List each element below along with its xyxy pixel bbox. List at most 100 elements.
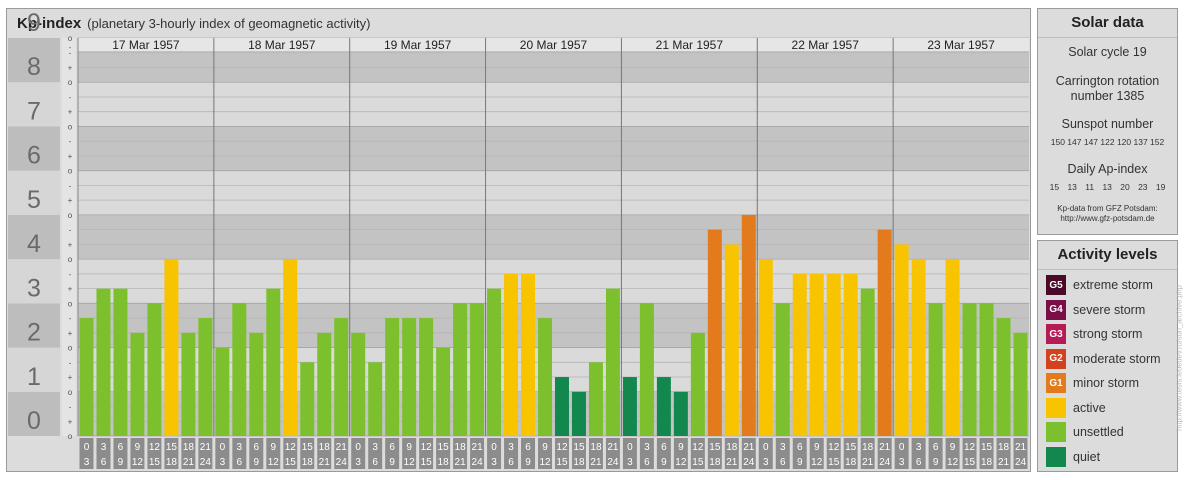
hour-label-end: 3 (220, 457, 226, 468)
level-swatch: G2 (1046, 348, 1066, 369)
kp-bar (249, 332, 264, 436)
hour-label-end: 24 (200, 457, 212, 468)
hour-cell (860, 438, 875, 469)
hour-label-end: 21 (319, 457, 331, 468)
kp-bar (436, 347, 451, 436)
day-label: 22 Mar 1957 (792, 38, 860, 52)
hour-label-start: 0 (220, 442, 226, 453)
hour-label-start: 21 (1015, 442, 1027, 453)
y-axis-band (8, 303, 60, 348)
solar-data-title: Solar data (1038, 9, 1177, 38)
day-label: 17 Mar 1957 (112, 38, 180, 52)
sub-tick-label: o (68, 167, 73, 176)
kp-bar (741, 214, 756, 436)
hour-cell (741, 438, 756, 469)
kp-bar (419, 318, 434, 436)
hour-label-start: 18 (590, 442, 602, 453)
kp-bar (317, 332, 332, 436)
hour-label-end: 12 (947, 457, 959, 468)
credit-text: http://www.tesis.lebedev.ru/sun_archive.… (1174, 246, 1184, 470)
hour-label-start: 12 (692, 442, 704, 453)
activity-level-item: G4 severe storm (1046, 299, 1145, 320)
hour-label-start: 18 (862, 442, 874, 453)
sub-tick-label: - (69, 93, 72, 102)
hour-label-start: 0 (763, 442, 769, 453)
hour-label-start: 6 (661, 442, 667, 453)
hour-label-end: 9 (118, 457, 124, 468)
kp-bar (283, 259, 298, 436)
kp-bar (707, 229, 722, 436)
kp-bar (385, 318, 400, 436)
kp-bar (860, 288, 875, 436)
kp-bar (147, 303, 162, 436)
sub-tick-label: + (68, 196, 73, 205)
hour-label-end: 21 (726, 457, 738, 468)
hour-label-end: 24 (743, 457, 755, 468)
day-header-cell (757, 38, 894, 51)
hour-label-end: 21 (590, 457, 602, 468)
hour-cell (826, 438, 841, 469)
y-axis-band (8, 38, 60, 83)
activity-level-item: quiet (1046, 446, 1100, 467)
hour-label-start: 3 (916, 442, 922, 453)
hour-cell (894, 438, 909, 469)
hour-label-start: 18 (319, 442, 331, 453)
hour-cell (385, 438, 400, 469)
hour-label-end: 9 (661, 457, 667, 468)
hour-cell (147, 438, 162, 469)
source-link[interactable]: http://www.gfz-potsdam.de (1060, 214, 1155, 223)
hour-cell (538, 438, 552, 469)
hour-label-end: 21 (455, 457, 467, 468)
activity-levels-panel: Activity levels G5 extreme storm G4 severe … (1037, 240, 1178, 472)
carrington-line-2: number 1385 (1070, 89, 1145, 103)
sub-tick-label: o (68, 211, 73, 220)
hour-label-end: 21 (862, 457, 874, 468)
sub-tick-label: + (68, 63, 73, 72)
hour-label-start: 21 (879, 442, 891, 453)
level-swatch: G1 (1046, 373, 1066, 393)
y-tick-label: 3 (27, 274, 41, 302)
kp-bar (181, 332, 196, 436)
y-tick-label: 0 (27, 407, 41, 435)
kp-bar (504, 273, 519, 436)
hour-cell (911, 438, 926, 469)
day-label: 20 Mar 1957 (520, 38, 588, 52)
hour-cell (181, 438, 196, 469)
hour-label-end: 9 (389, 457, 395, 468)
hour-label-start: 9 (135, 442, 141, 453)
hour-label-start: 6 (118, 442, 124, 453)
kp-bar (555, 377, 569, 436)
kp-bar (470, 303, 485, 436)
hour-label-end: 12 (404, 457, 416, 468)
credit-link[interactable]: http://www.tesis.lebedev.ru/sun_archive.… (1174, 285, 1184, 431)
sub-tick-label: - (69, 403, 72, 412)
kp-bar (690, 332, 705, 436)
hour-label-end: 12 (268, 457, 280, 468)
kp-level-band (78, 170, 1029, 215)
hour-cell (605, 438, 620, 469)
kp-bar (792, 273, 807, 436)
hour-label-start: 15 (845, 442, 857, 453)
kp-bar (843, 273, 858, 436)
sub-tick-label: - (69, 137, 72, 146)
hour-label-start: 15 (573, 442, 585, 453)
kp-bar (96, 288, 111, 436)
kp-bar (368, 362, 383, 436)
hour-cell (979, 438, 994, 469)
sub-tick-label: + (68, 329, 73, 338)
sunspot-values: 150 147 147 122 120 137 152 (1050, 137, 1165, 147)
y-axis-band (8, 391, 60, 436)
hour-label-start: 9 (814, 442, 820, 453)
hour-label-end: 6 (780, 457, 786, 468)
hour-cell (130, 438, 145, 469)
hour-label-end: 18 (166, 457, 178, 468)
kp-bar (351, 332, 366, 436)
kp-bar (1013, 332, 1028, 436)
day-header-cell (893, 38, 1029, 51)
kp-bar (402, 318, 417, 436)
hour-label-end: 12 (675, 457, 687, 468)
hour-label-end: 15 (149, 457, 161, 468)
hour-label-start: 0 (627, 442, 633, 453)
hour-cell (283, 438, 298, 469)
